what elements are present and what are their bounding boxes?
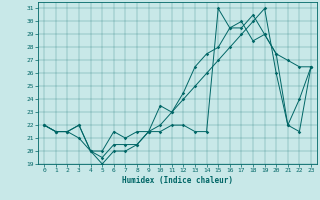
X-axis label: Humidex (Indice chaleur): Humidex (Indice chaleur) — [122, 176, 233, 185]
